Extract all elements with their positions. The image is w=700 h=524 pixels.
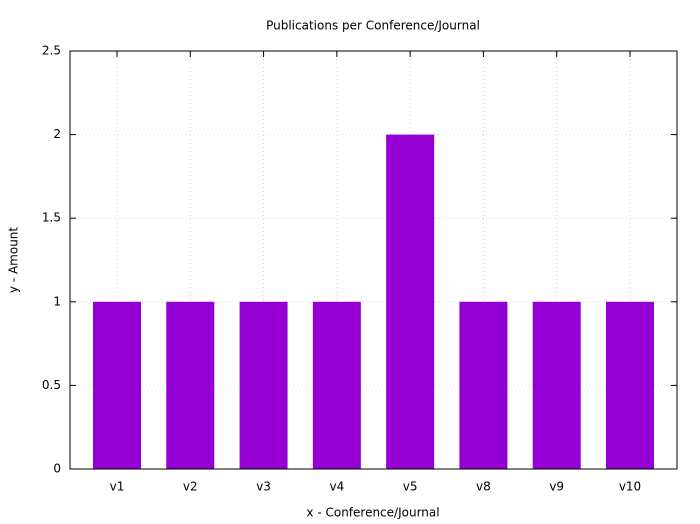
plot-border xyxy=(69,50,678,470)
chart-title: Publications per Conference/Journal xyxy=(266,19,480,33)
x-tick-label: v1 xyxy=(110,480,125,494)
bar xyxy=(459,301,508,469)
y-tick-label: 0.5 xyxy=(42,378,61,392)
x-tick-label: v4 xyxy=(329,480,344,494)
x-tick-label: v8 xyxy=(476,480,491,494)
bar xyxy=(386,134,435,469)
y-tick-label: 2.5 xyxy=(42,44,61,58)
y-tick-label: 1.5 xyxy=(42,211,61,225)
x-axis-label: x - Conference/Journal xyxy=(306,506,439,520)
x-tick-label: v10 xyxy=(619,480,641,494)
bar xyxy=(606,301,654,469)
x-tick-label: v9 xyxy=(549,480,564,494)
bar xyxy=(93,301,141,469)
x-tick-label: v2 xyxy=(183,480,198,494)
bar xyxy=(166,301,215,469)
bar xyxy=(532,301,581,469)
y-tick-label: 2 xyxy=(53,127,61,141)
y-tick-label: 1 xyxy=(53,294,61,308)
y-tick-label: 0 xyxy=(53,462,61,476)
bar xyxy=(312,301,361,469)
x-tick-label: v5 xyxy=(403,480,418,494)
bar xyxy=(239,301,288,469)
y-axis-label: y - Amount xyxy=(7,227,21,294)
x-tick-label: v3 xyxy=(256,480,271,494)
